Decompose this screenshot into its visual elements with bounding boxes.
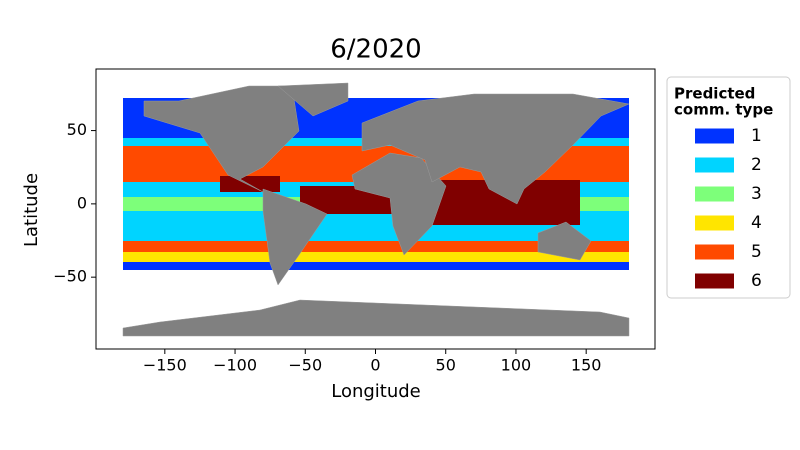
legend-label: 6 — [751, 271, 762, 291]
legend-swatch — [695, 186, 734, 202]
x-tick-label: 50 — [436, 356, 456, 375]
region-4 — [123, 252, 629, 262]
antarctica — [122, 299, 630, 337]
x-tick-label: 150 — [571, 356, 602, 375]
x-tick-label: 100 — [501, 356, 532, 375]
south-america — [262, 188, 328, 286]
eurasia — [361, 93, 630, 205]
greenland — [277, 82, 349, 117]
legend-title: comm. type — [674, 101, 773, 119]
legend-swatch — [695, 215, 734, 231]
x-tick-label: −150 — [143, 356, 187, 375]
y-tick-label: 0 — [77, 193, 87, 212]
australia — [537, 221, 592, 261]
legend-label: 4 — [751, 213, 762, 233]
legend-swatch — [695, 244, 734, 260]
region-6 — [220, 176, 280, 192]
legend-label: 1 — [751, 126, 762, 146]
legend-label: 2 — [751, 155, 762, 175]
legend-label: 3 — [751, 184, 762, 204]
north-america — [143, 85, 300, 193]
legend-swatch — [695, 128, 734, 144]
x-tick-label: −50 — [288, 356, 322, 375]
chart-title: 6/2020 — [330, 35, 421, 65]
x-tick-label: −100 — [213, 356, 257, 375]
legend-title: Predicted — [674, 85, 755, 103]
legend-swatch — [695, 273, 734, 289]
y-tick-label: 50 — [67, 120, 87, 139]
x-tick-label: 0 — [370, 356, 380, 375]
africa — [351, 152, 447, 256]
y-tick-label: −50 — [53, 267, 87, 286]
map-layer — [122, 82, 630, 337]
legend-label: 5 — [751, 242, 762, 262]
y-axis-label: Latitude — [21, 173, 42, 247]
legend-swatch — [695, 157, 734, 173]
x-axis-label: Longitude — [331, 381, 421, 402]
region-1 — [123, 262, 629, 270]
